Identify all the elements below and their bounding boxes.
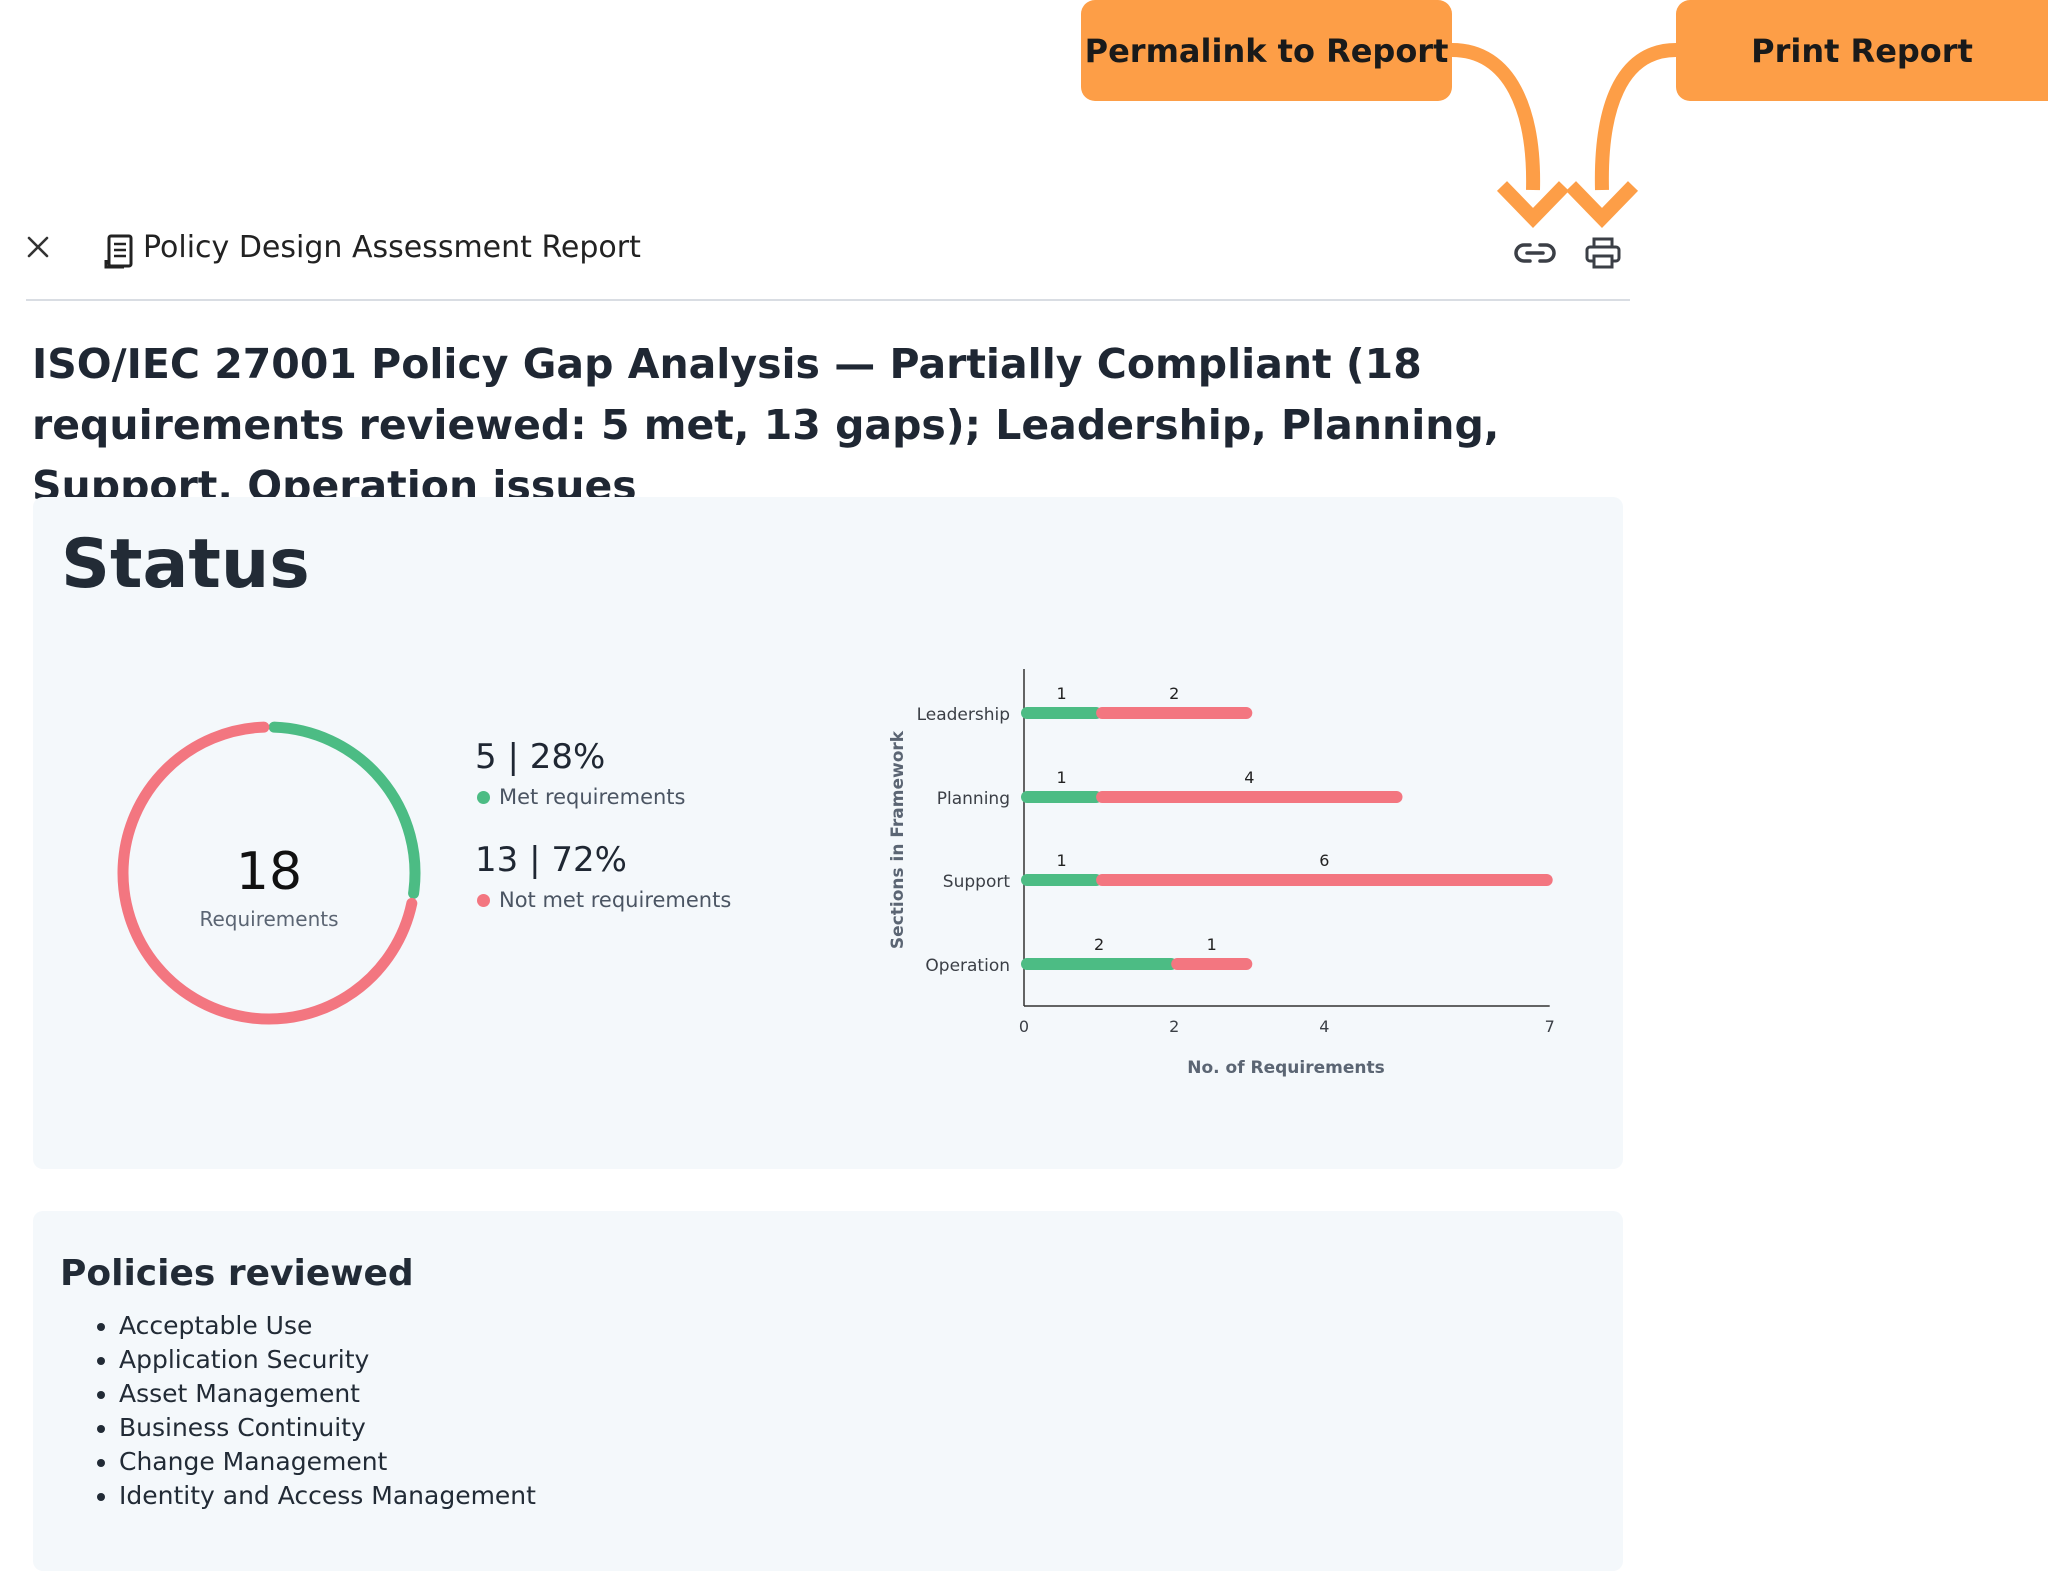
y-tick-label: Operation xyxy=(925,956,1010,976)
y-tick-label: Planning xyxy=(937,789,1010,809)
requirements-donut xyxy=(117,721,421,1025)
policies-heading: Policies reviewed xyxy=(60,1253,414,1294)
list-item: Asset Management xyxy=(119,1377,536,1411)
not-met-dot xyxy=(477,893,490,907)
print-arrow xyxy=(1594,43,1677,191)
list-item: Acceptable Use xyxy=(119,1309,536,1343)
report-header: Policy Design Assessment Report xyxy=(26,225,1630,301)
data-label: 4 xyxy=(1244,768,1254,787)
data-label: 1 xyxy=(1056,851,1066,870)
status-card: Status 18 Requirements 5 | 28% Met requi… xyxy=(33,497,1623,1169)
list-item: Application Security xyxy=(119,1343,536,1377)
data-label: 2 xyxy=(1094,935,1104,954)
data-label: 1 xyxy=(1056,768,1066,787)
sections-bar-chart: Leadership 1 2 Planning 1 4 Support 1 6 Operation… xyxy=(888,669,1555,1078)
permalink-annotation-label: Permalink to Report xyxy=(1084,31,1449,70)
page-title: Policy Design Assessment Report xyxy=(143,230,641,265)
data-label: 1 xyxy=(1207,935,1217,954)
permalink-annotation: Permalink to Report xyxy=(1081,0,1452,101)
x-tick-label: 4 xyxy=(1319,1017,1329,1036)
data-label: 2 xyxy=(1169,684,1179,703)
met-legend: Met requirements xyxy=(477,785,685,809)
list-item: Change Management xyxy=(119,1445,536,1479)
donut-slice-met xyxy=(268,721,421,899)
not-met-value: 13 | 72% xyxy=(475,840,627,880)
print-arrowhead xyxy=(1565,181,1639,229)
document-icon xyxy=(104,234,133,269)
y-tick-label: Support xyxy=(943,872,1011,892)
x-tick-label: 7 xyxy=(1545,1017,1555,1036)
met-value: 5 | 28% xyxy=(475,737,606,777)
x-axis-label: No. of Requirements xyxy=(1187,1058,1385,1078)
data-label: 6 xyxy=(1319,851,1329,870)
policies-card: Policies reviewed Acceptable Use Applica… xyxy=(33,1211,1623,1571)
list-item: Business Continuity xyxy=(119,1411,536,1445)
print-annotation-label: Print Report xyxy=(1751,31,1973,70)
donut-total: 18 xyxy=(235,842,303,902)
y-tick-label: Leadership xyxy=(917,705,1010,725)
donut-slice-not-met xyxy=(117,721,418,1025)
print-annotation: Print Report xyxy=(1676,0,2048,101)
policy-list: Acceptable Use Application Security Asse… xyxy=(89,1309,536,1513)
met-label: Met requirements xyxy=(499,785,686,809)
status-heading: Status xyxy=(61,525,310,604)
x-tick-label: 0 xyxy=(1019,1017,1029,1036)
y-axis-label: Sections in Framework xyxy=(888,730,908,949)
printer-icon[interactable] xyxy=(1581,237,1625,269)
not-met-label: Not met requirements xyxy=(499,888,732,912)
permalink-arrow xyxy=(1451,43,1541,191)
close-icon[interactable] xyxy=(26,235,50,259)
met-dot xyxy=(477,790,490,804)
link-icon[interactable] xyxy=(1513,237,1557,269)
permalink-arrowhead xyxy=(1496,181,1570,229)
not-met-legend: Not met requirements xyxy=(477,888,731,912)
list-item: Identity and Access Management xyxy=(119,1479,536,1513)
donut-total-label: Requirements xyxy=(199,907,339,931)
data-label: 1 xyxy=(1056,684,1066,703)
report-title: ISO/IEC 27001 Policy Gap Analysis — Part… xyxy=(32,340,1500,510)
x-tick-label: 2 xyxy=(1169,1017,1179,1036)
